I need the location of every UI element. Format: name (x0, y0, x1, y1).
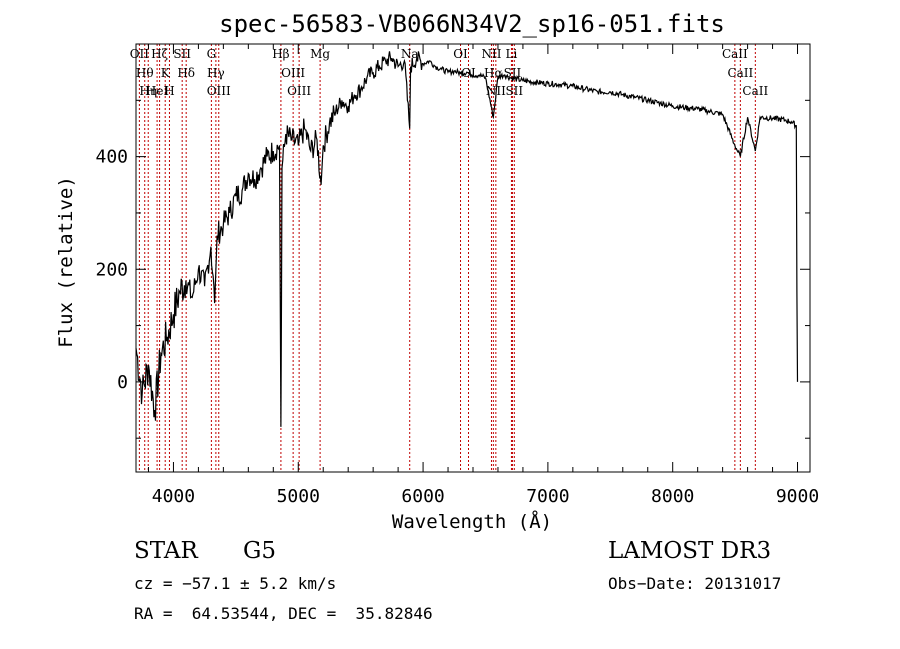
object-class: STAR (134, 538, 198, 564)
spectral-line-markers (138, 44, 756, 472)
spectrum-series-line (135, 51, 799, 427)
x-axis-label: Wavelength (Å) (392, 510, 552, 533)
spectral-line-label: Mg (310, 47, 330, 61)
x-axis-ticks: 4000 5000 6000 7000 8000 9000 (147, 44, 819, 507)
spectral-line-label: CaII (727, 66, 753, 80)
y-axis-label: Flux (relative) (55, 176, 77, 348)
y-tick-label: 0 (117, 372, 128, 393)
spectral-line-label: H (164, 84, 174, 98)
spectral-line-label: OI (453, 47, 468, 61)
redshift-velocity: cz = −57.1 ± 5.2 km/s (134, 574, 337, 593)
chart-title: spec-56583-VB066N34V2_sp16-051.fits (219, 10, 725, 38)
spectral-line-label: Li (506, 47, 518, 61)
spectral-line-label: OIII (207, 84, 231, 98)
spectral-line-label: Hδ (177, 66, 195, 80)
spectral-line-label: Hζ (151, 47, 168, 61)
spectral-line-label: Hγ (207, 66, 225, 80)
x-tick-label: 4000 (152, 486, 195, 507)
spectral-line-label: Hη (139, 84, 157, 98)
survey-name: LAMOST DR3 (608, 538, 772, 564)
coordinates: RA = 64.53544, DEC = 35.82846 (134, 604, 433, 623)
y-tick-label: 200 (95, 259, 128, 280)
spectral-line-label: SII (505, 84, 523, 98)
y-tick-label: 400 (95, 147, 128, 168)
spectral-line-label: SII (173, 47, 191, 61)
spectral-line-label: Hθ (136, 66, 154, 80)
spectral-line-label: HeI (146, 84, 169, 98)
x-tick-label: 7000 (526, 486, 569, 507)
spectral-line-label: OIII (287, 84, 311, 98)
spectral-line-label: OIII (281, 66, 305, 80)
x-tick-label: 5000 (277, 486, 320, 507)
spectral-line-label: G (207, 47, 217, 61)
x-tick-label: 8000 (651, 486, 694, 507)
plot-frame (135, 43, 811, 473)
spectral-line-label: NII (481, 47, 501, 61)
spectral-line-label: K (161, 66, 171, 80)
spectral-line-label: Na (401, 47, 419, 61)
spectral-line-label: Hβ (272, 47, 289, 61)
y-axis-ticks: 0 200 400 (95, 99, 810, 439)
spectral-line-label: CaII (742, 84, 768, 98)
spectral-line-label: CaII (722, 47, 748, 61)
x-tick-label: 6000 (401, 486, 444, 507)
object-subclass: G5 (243, 538, 277, 564)
x-tick-label: 9000 (776, 486, 819, 507)
observation-date: Obs−Date: 20131017 (608, 574, 782, 593)
spectral-line-label: OII (130, 47, 150, 61)
